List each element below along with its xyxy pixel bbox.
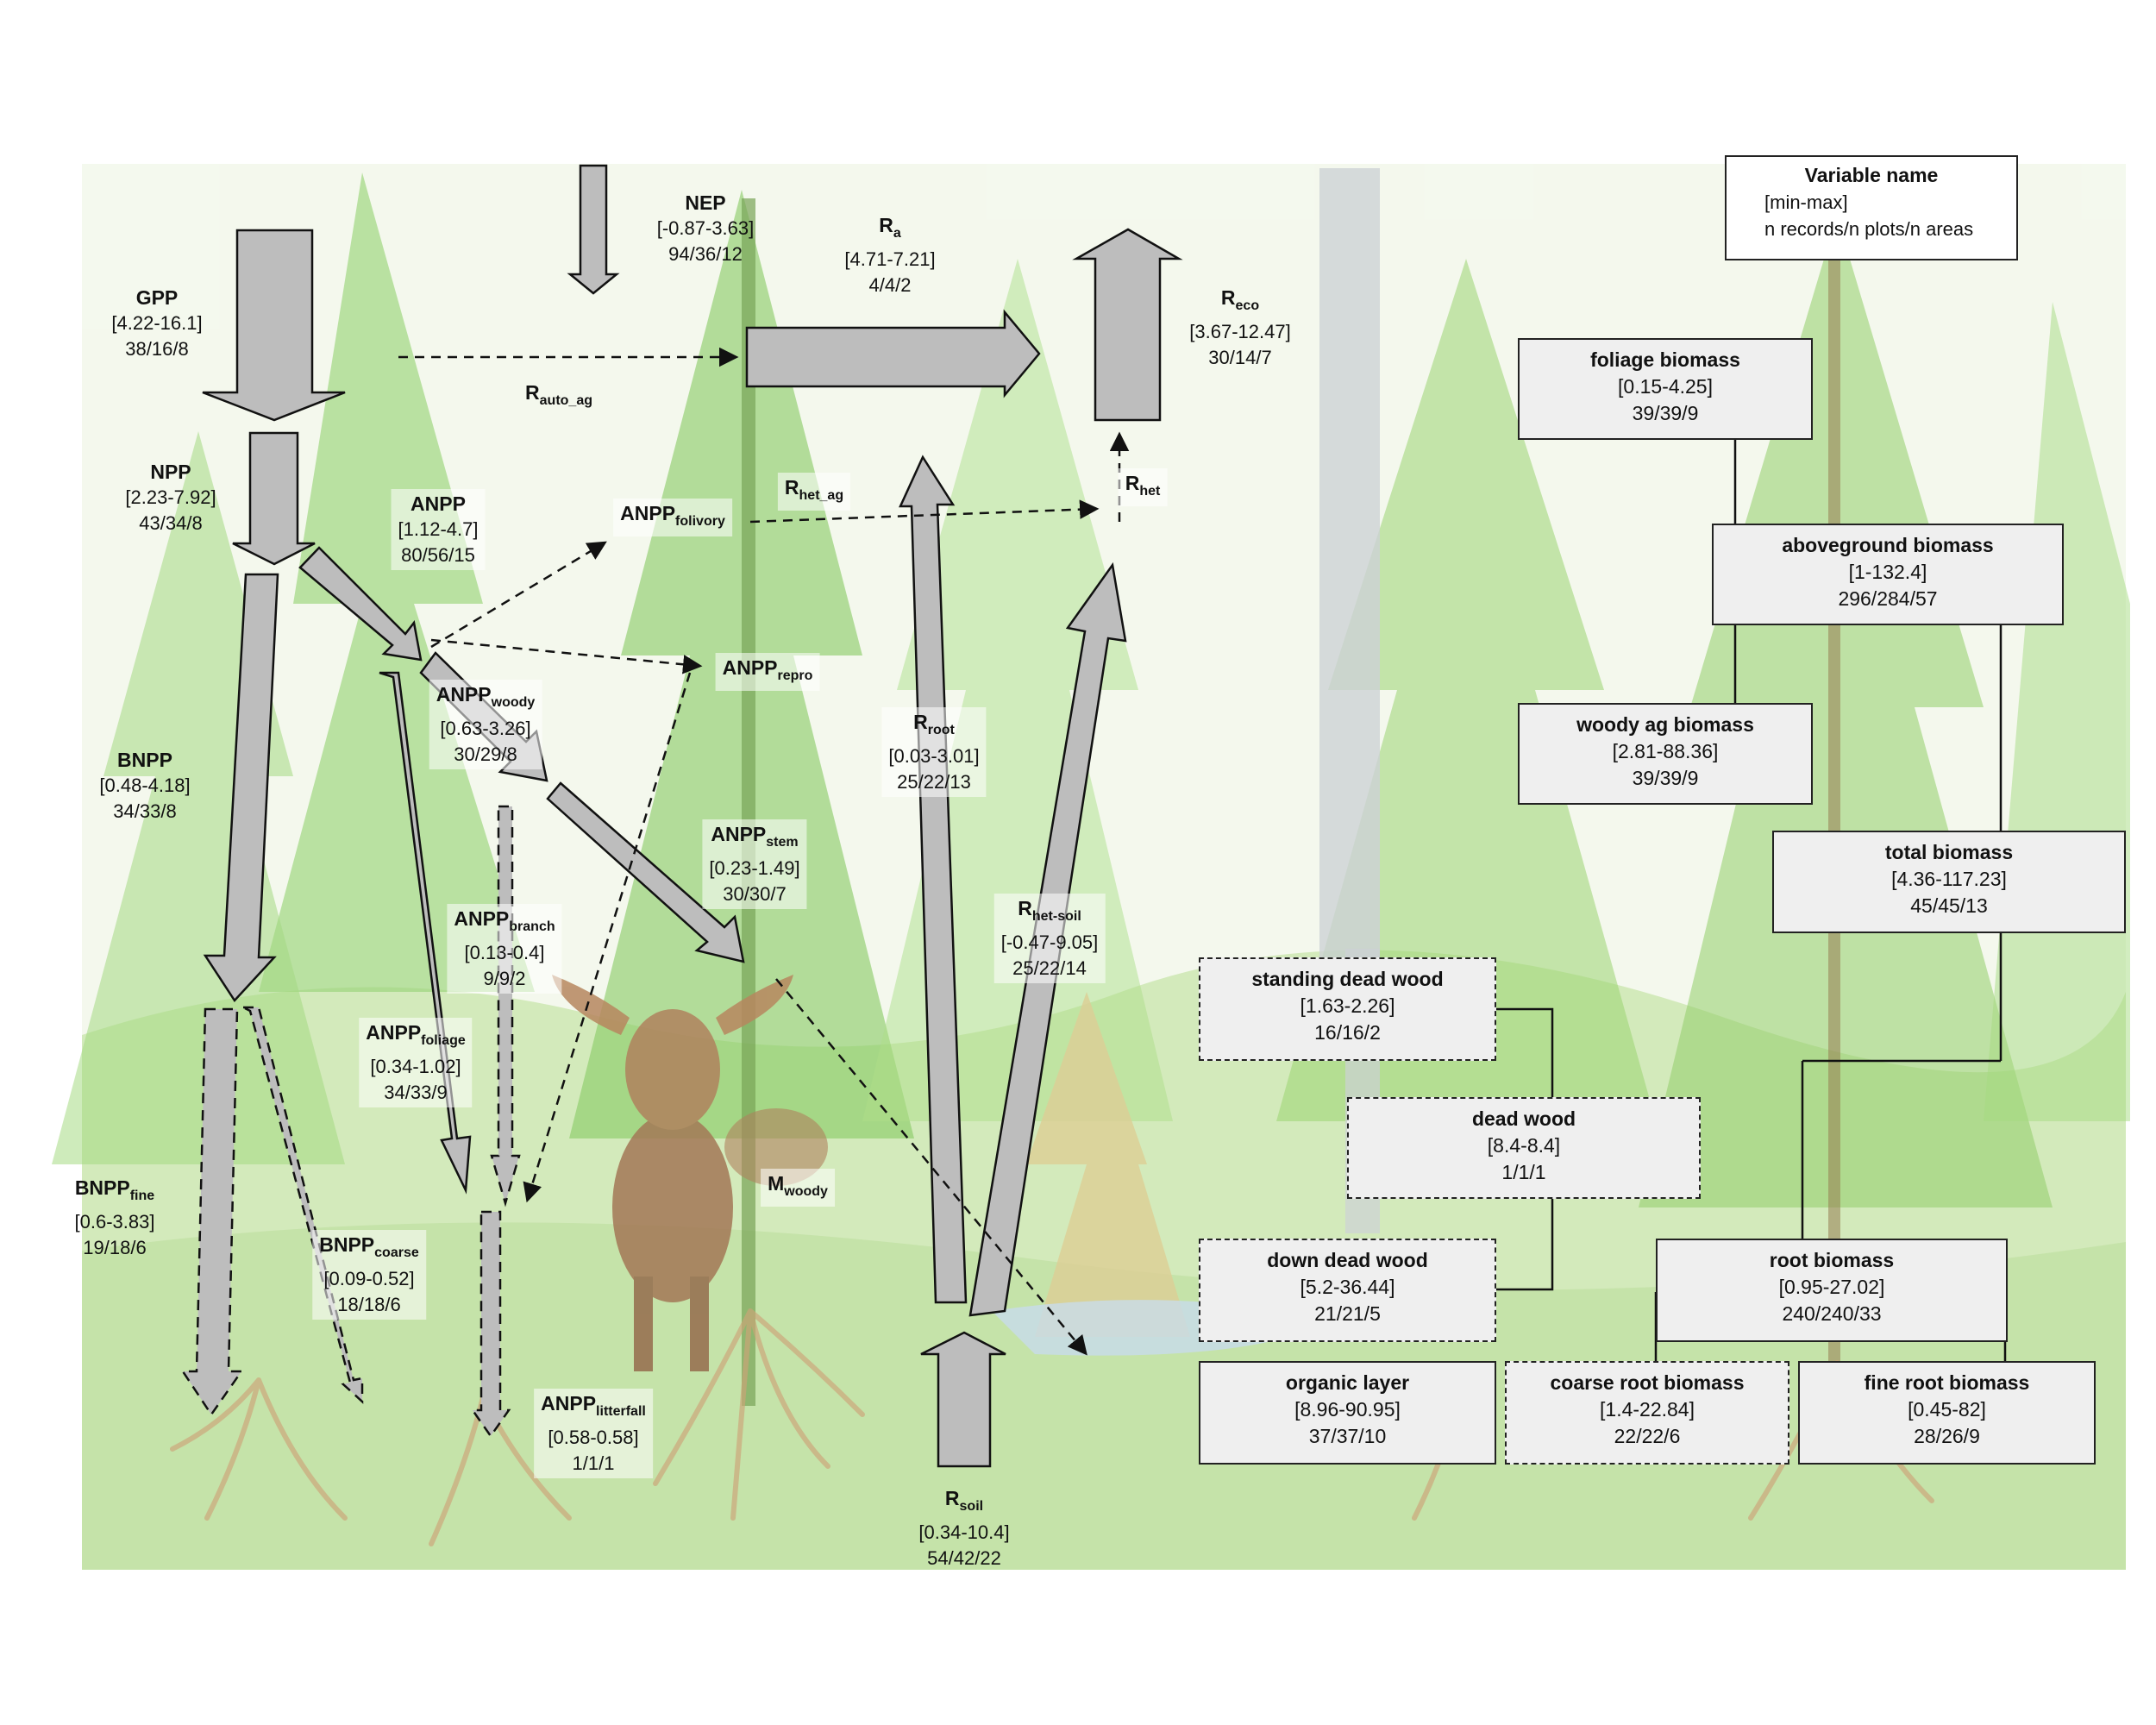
rhet-soil-label: Rhet-soil [-0.47-9.05] 25/22/14	[993, 894, 1106, 983]
reco-arrow	[1072, 228, 1183, 422]
organic-layer-box: organic layer [8.96-90.95] 37/37/10	[1199, 1361, 1496, 1465]
anpp-foliage-label: ANPPfoliage [0.34-1.02] 34/33/9	[359, 1018, 473, 1107]
folivory-line	[430, 541, 607, 649]
anpp-arrow	[298, 546, 423, 662]
rhet-label: Rhet	[1118, 468, 1168, 506]
legend-counts-line: n records/n plots/n areas	[1764, 218, 1974, 240]
anpp-repro-label: ANPPrepro	[715, 653, 820, 691]
nep-label: NEP [-0.87-3.63] 94/36/12	[656, 191, 755, 265]
standing-dead-wood-box: standing dead wood [1.63-2.26] 16/16/2	[1199, 957, 1496, 1061]
rsoil-label: Rsoil [0.34-10.4] 54/42/22	[918, 1487, 1010, 1569]
legend-range-line: [min-max]	[1764, 191, 1848, 213]
bnpp-fine-label: BNPPfine [0.6-3.83] 19/18/6	[74, 1176, 155, 1258]
repro-line	[430, 638, 703, 674]
bnpp-fine-arrow	[180, 1007, 244, 1417]
bnpp-arrow	[203, 573, 279, 1003]
anpp-branch-label: ANPPbranch [0.13-0.4] 9/9/2	[447, 904, 562, 994]
total-biomass-box: total biomass [4.36-117.23] 45/45/13	[1772, 831, 2126, 933]
anpp-foliage-arrow	[379, 671, 472, 1195]
ra-arrow	[745, 309, 1041, 398]
nep-arrow	[567, 164, 620, 295]
gpp-label: GPP [4.22-16.1] 38/16/8	[111, 286, 203, 360]
coarse-root-biomass-box: coarse root biomass [1.4-22.84] 22/22/6	[1505, 1361, 1789, 1465]
rsoil-arrow	[920, 1331, 1006, 1468]
anpp-litterfall-label: ANPPlitterfall [0.58-0.58] 1/1/1	[534, 1389, 653, 1478]
anpp-litterfall-arrow	[470, 1210, 511, 1439]
foliage-biomass-box: foliage biomass [0.15-4.25] 39/39/9	[1518, 338, 1813, 440]
rroot-label: Rroot [0.03-3.01] 25/22/13	[881, 707, 987, 797]
npp-label: NPP [2.23-7.92] 43/34/8	[125, 461, 216, 534]
anpp-folivory-label: ANPPfolivory	[613, 499, 732, 536]
anpp-stem-label: ANPPstem [0.23-1.49] 30/30/7	[702, 819, 807, 909]
ra-label: Ra [4.71-7.21] 4/4/2	[844, 214, 936, 296]
bnpp-coarse-label: BNPPcoarse [0.09-0.52] 18/18/6	[312, 1230, 426, 1320]
reco-label: Reco [3.67-12.47] 30/14/7	[1189, 286, 1291, 368]
gpp-arrow	[202, 229, 346, 422]
anpp-label: ANPP [1.12-4.7] 80/56/15	[391, 489, 486, 570]
dead-wood-box: dead wood [8.4-8.4] 1/1/1	[1347, 1097, 1701, 1199]
rhet-ag-line	[749, 499, 1100, 524]
anpp-woody-label: ANPPwoody [0.63-3.26] 30/29/8	[429, 680, 542, 769]
m-woody-label: Mwoody	[761, 1169, 835, 1207]
npp-arrow	[232, 431, 316, 566]
woody-ag-biomass-box: woody ag biomass [2.81-88.36] 39/39/9	[1518, 703, 1813, 805]
rroot-arrow	[899, 455, 968, 1304]
fine-root-biomass-box: fine root biomass [0.45-82] 28/26/9	[1798, 1361, 2096, 1465]
anpp-stem-arrow	[546, 781, 745, 963]
legend-box: Variable name [min-max] n records/n plot…	[1725, 155, 2018, 260]
legend-title: Variable name	[1804, 164, 1939, 186]
rauto-ag-label: Rauto_ag	[525, 381, 592, 408]
root-biomass-box: root biomass [0.95-27.02] 240/240/33	[1656, 1239, 2008, 1342]
down-dead-wood-box: down dead wood [5.2-36.44] 21/21/5	[1199, 1239, 1496, 1342]
bnpp-label: BNPP [0.48-4.18] 34/33/8	[99, 749, 191, 822]
aboveground-biomass-box: aboveground biomass [1-132.4] 296/284/57	[1712, 524, 2064, 625]
rhet-ag-label: Rhet_ag	[777, 473, 851, 511]
moose-illustration	[552, 975, 828, 1371]
